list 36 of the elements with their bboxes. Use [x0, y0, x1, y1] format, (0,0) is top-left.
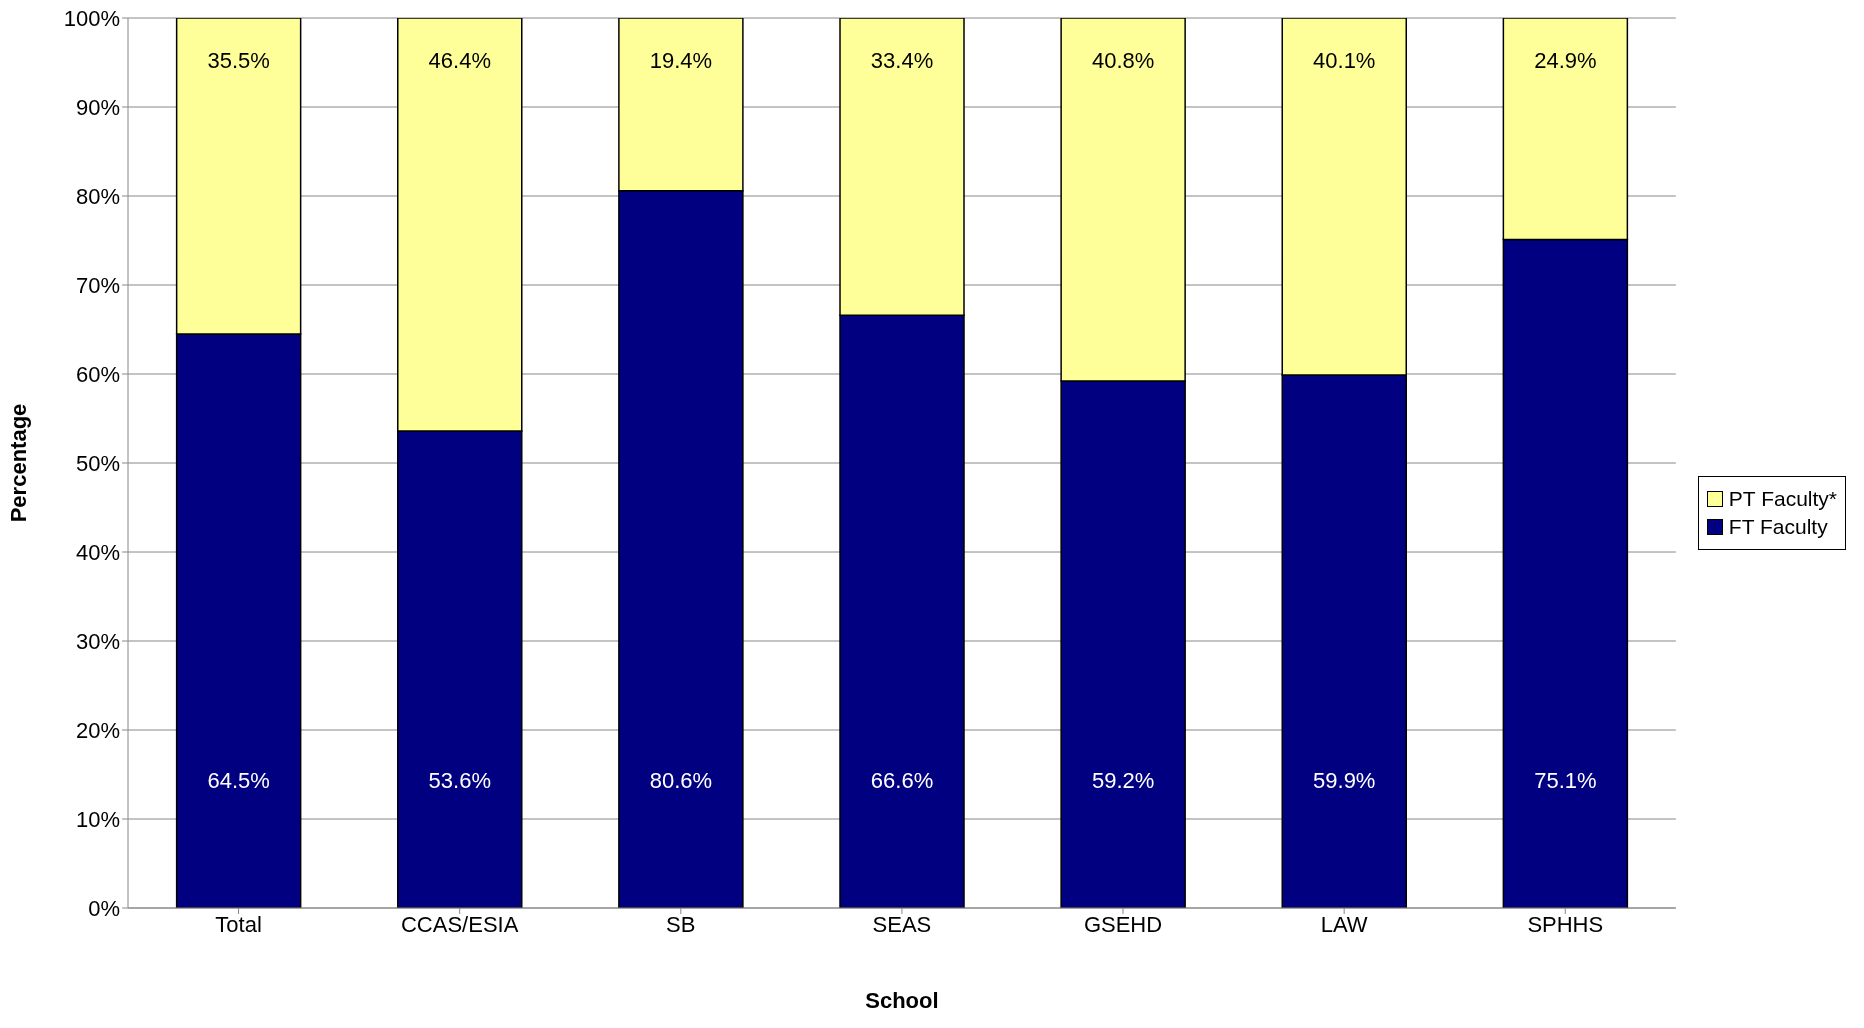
- y-axis-title: Percentage: [5, 403, 31, 523]
- data-label: 59.2%: [1091, 768, 1155, 793]
- x-axis-title: School: [865, 988, 939, 1013]
- y-tick-label: 30%: [75, 628, 120, 654]
- y-tick-label: 20%: [75, 717, 120, 743]
- data-label: 40.8%: [1091, 48, 1155, 73]
- y-tick-label: 10%: [75, 806, 120, 832]
- x-tick-label: SEAS: [872, 911, 932, 937]
- y-tick-label: 50%: [75, 450, 120, 476]
- y-tick-label: 100%: [63, 5, 120, 31]
- data-label: 24.9%: [1534, 48, 1597, 73]
- data-label: 75.1%: [1534, 768, 1597, 793]
- data-label: 53.6%: [428, 768, 491, 793]
- x-tick-label: SPHHS: [1527, 911, 1604, 937]
- data-label: 66.6%: [870, 768, 934, 793]
- data-label: 46.4%: [428, 48, 491, 73]
- data-label: 64.5%: [207, 768, 270, 793]
- data-label: 40.1%: [1313, 48, 1376, 73]
- data-label: 59.9%: [1313, 768, 1376, 793]
- y-tick-label: 80%: [75, 183, 120, 209]
- legend-label: PT Faculty*: [1728, 487, 1837, 511]
- data-label: 19.4%: [649, 48, 713, 73]
- data-label: 35.5%: [207, 48, 270, 73]
- data-label: 33.4%: [870, 48, 934, 73]
- x-tick-label: Total: [215, 911, 262, 937]
- x-tick-label: SB: [666, 911, 696, 937]
- y-tick-label: 0%: [88, 895, 120, 921]
- y-tick-label: 60%: [75, 361, 120, 387]
- y-tick-label: 40%: [75, 539, 120, 565]
- y-tick-label: 90%: [75, 94, 120, 120]
- x-tick-label: LAW: [1320, 911, 1368, 937]
- x-tick-label: CCAS/ESIA: [400, 911, 519, 937]
- y-tick-label: 70%: [75, 272, 120, 298]
- data-label: 80.6%: [649, 768, 713, 793]
- x-tick-label: GSEHD: [1083, 911, 1163, 937]
- legend-label: FT Faculty: [1728, 515, 1828, 539]
